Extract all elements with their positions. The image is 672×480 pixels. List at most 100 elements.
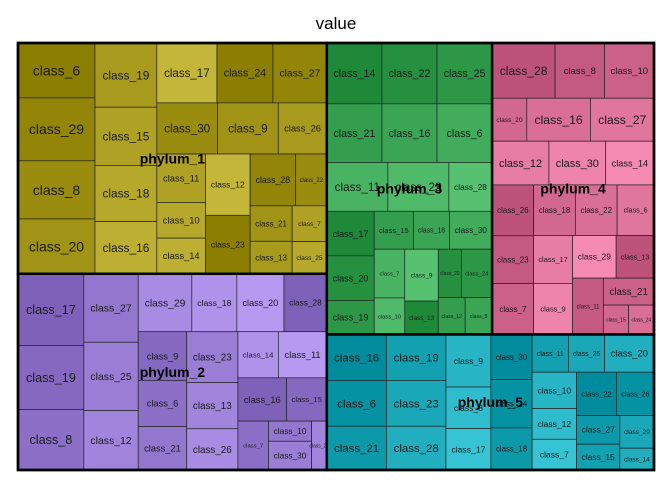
cell-label: class_21 <box>334 128 376 140</box>
treemap-cell-phylum_2-class_28 <box>283 273 328 333</box>
cell-label: class_28 <box>256 175 291 185</box>
treemap-cell-phylum_2-class_9 <box>137 331 188 381</box>
cell-label: class_10 <box>163 216 200 226</box>
treemap-cell-phylum_4-class_29 <box>572 235 617 279</box>
cell-label: class_27 <box>598 113 646 127</box>
cell-label: class_7 <box>380 272 400 278</box>
cell-label: class_8 <box>33 182 81 198</box>
cell-label: class_8 <box>564 66 596 77</box>
cell-label: class_15 <box>102 129 149 143</box>
cell-label: class_11 <box>285 350 321 360</box>
cell-label: class_23 <box>394 398 439 410</box>
cell-label: class_30 <box>496 353 528 362</box>
treemap-cell-phylum_2-class_26 <box>186 428 239 471</box>
cell-label: class_17 <box>26 303 76 317</box>
treemap-cell-phylum_2-class_16 <box>237 377 288 422</box>
cell-label: class_19 <box>333 313 369 323</box>
cell-label: class_15 <box>379 226 409 235</box>
treemap-cell-phylum_3-class_16 <box>381 103 438 163</box>
cell-label: class_30 <box>274 451 307 461</box>
cell-label: class_17 <box>538 255 567 264</box>
cell-label: class_21 <box>144 443 181 453</box>
cell-label: class_18 <box>539 206 571 215</box>
cell-label: class_16 <box>334 352 379 364</box>
treemap-cell-phylum_1-class_30 <box>156 102 218 155</box>
treemap-cell-phylum_1-class_12 <box>205 153 251 216</box>
cell-label: class_21 <box>609 287 647 298</box>
treemap-cell-phylum_3-class_6 <box>436 103 493 163</box>
cell-label: class_19 <box>394 352 439 364</box>
cell-label: class_28 <box>289 299 322 308</box>
cell-label: class_10 <box>611 66 649 77</box>
treemap-cell-phylum_4-class_9 <box>533 283 573 335</box>
cell-label: class_22 <box>309 443 329 449</box>
treemap-cell-phylum_4-class_16 <box>526 97 591 142</box>
cell-label: class_28 <box>454 182 487 192</box>
treemap-cell-phylum_4-class_26 <box>491 184 534 237</box>
treemap-cell-phylum_4-class_17 <box>533 235 573 284</box>
cell-label: class_6 <box>33 62 81 78</box>
treemap-cell-phylum_1-class_16 <box>94 221 158 275</box>
cell-label: class_14 <box>334 68 376 80</box>
treemap-cell-phylum_1-class_18 <box>94 165 158 222</box>
cell-label: class_18 <box>102 187 149 201</box>
treemap-cell-phylum_2-class_27 <box>83 273 139 343</box>
treemap-cell-phylum_5-class_18 <box>490 427 533 471</box>
cell-label: class_22 <box>299 178 323 184</box>
cell-label: class_7 <box>499 305 527 314</box>
cell-label: class_18 <box>418 228 445 235</box>
cell-label: class_23 <box>395 181 441 194</box>
cell-label: class_16 <box>389 128 431 140</box>
treemap-cell-phylum_3-class_28 <box>448 162 493 212</box>
cell-label: class_28 <box>500 64 548 78</box>
cell-label: class_10 <box>378 314 402 320</box>
treemap-cell-phylum_3-class_17 <box>326 210 375 257</box>
treemap-cell-phylum_5-class_15 <box>576 443 621 471</box>
cell-label: class_16 <box>102 241 149 255</box>
cell-label: class_8 <box>29 433 72 447</box>
treemap-cell-phylum_5-class_20 <box>604 334 655 373</box>
cell-label: class_6 <box>147 399 179 409</box>
cell-label: class_28 <box>394 443 439 455</box>
cell-label: class_6 <box>624 207 648 215</box>
cell-label: class_27 <box>279 69 320 80</box>
group-label-phylum_5: phylum_5 <box>458 394 524 410</box>
cell-label: class_20 <box>243 298 279 308</box>
cell-label: class_29 <box>440 271 460 277</box>
cell-label: class_14 <box>612 158 649 168</box>
cell-label: class_30 <box>556 158 599 170</box>
treemap-cell-phylum_5-class_12 <box>531 408 577 440</box>
group-label-phylum_2: phylum_2 <box>140 364 206 380</box>
cell-label: class_17 <box>451 444 485 454</box>
treemap-cell-phylum_2-class_30 <box>268 440 312 471</box>
cell-label: class_9 <box>228 123 268 136</box>
treemap-cell-phylum_5-class_10 <box>531 371 577 409</box>
treemap-cell-phylum_4-class_13 <box>615 235 655 279</box>
treemap-cell-phylum_2-class_12 <box>83 410 139 471</box>
cell-label: class_16 <box>244 395 281 405</box>
treemap-cell-phylum_4-class_27 <box>590 97 655 142</box>
treemap-cell-phylum_5-class_16 <box>326 334 387 381</box>
treemap-cell-phylum_1-class_21 <box>249 205 293 242</box>
cell-label: class_19 <box>26 371 76 385</box>
treemap-cell-phylum_5-class_27 <box>576 415 621 445</box>
chart-title: value <box>315 14 357 33</box>
treemap-cell-phylum_3-class_8 <box>464 297 493 335</box>
cell-label: class_12 <box>90 436 131 447</box>
cell-label: class_10 <box>537 385 571 395</box>
group-label-phylum_3: phylum_3 <box>377 181 443 197</box>
cell-label: class_8 <box>470 314 488 320</box>
cell-label: class_12 <box>442 314 462 320</box>
cell-label: class_20 <box>611 349 649 360</box>
cell-label: class_25 <box>573 351 601 358</box>
cell-label: class_13 <box>255 253 287 262</box>
cell-label: class_18 <box>496 445 528 454</box>
treemap-cell-phylum_1-class_27 <box>272 42 328 104</box>
cell-label: class_24 <box>496 400 528 409</box>
cell-label: class_29 <box>29 121 84 137</box>
treemap-cell-phylum_5-class_19 <box>386 334 447 381</box>
treemap-cell-phylum_3-class_7 <box>373 248 406 299</box>
treemap-cell-phylum_1-class_17 <box>156 42 218 104</box>
treemap-cell-phylum_5-class_22 <box>576 371 618 416</box>
